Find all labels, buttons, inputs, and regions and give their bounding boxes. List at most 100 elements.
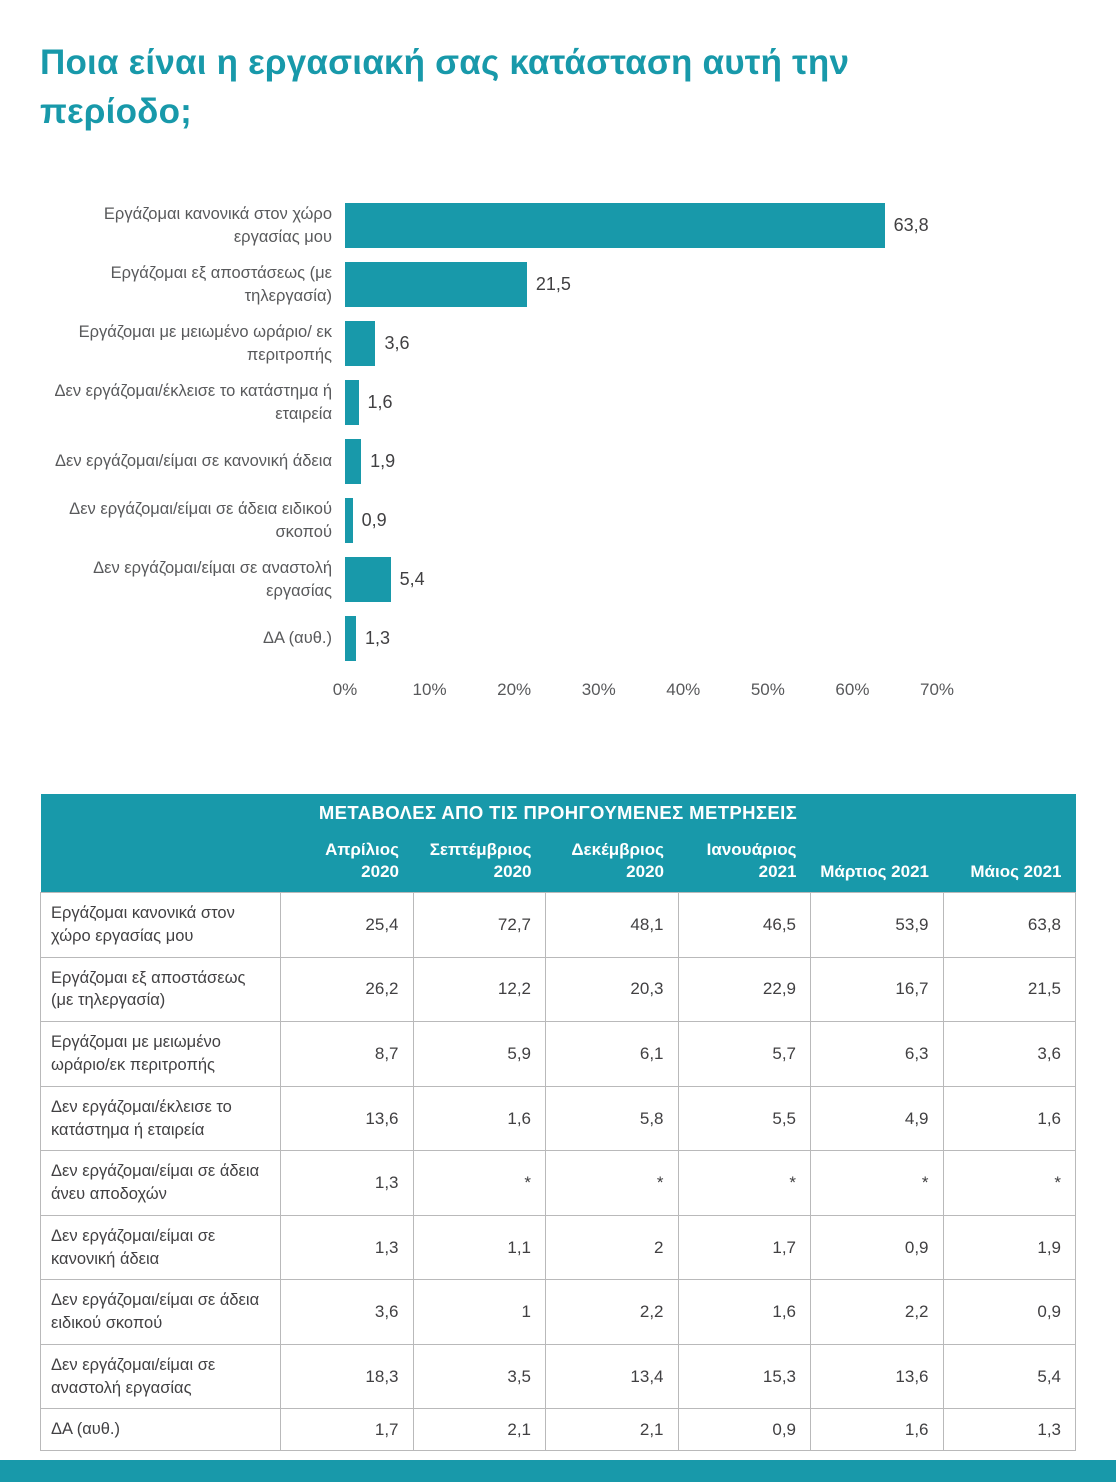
page-title: Ποια είναι η εργασιακή σας κατάσταση αυτ… (40, 43, 850, 131)
table-cell: 6,3 (810, 1021, 944, 1087)
table-corner-cell (40, 833, 281, 893)
table-cell: 6,1 (545, 1021, 679, 1087)
chart-value-label: 1,9 (370, 451, 396, 471)
table-cell: 16,7 (810, 956, 944, 1023)
table-cell: 1,3 (942, 1408, 1076, 1452)
table-row: Δεν εργάζομαι/είμαι σε άδεια άνευ αποδοχ… (40, 1150, 1076, 1216)
table-row-label: Εργάζομαι κανονικά στον χώρο εργασίας μο… (40, 892, 281, 958)
chart-bar (345, 498, 353, 543)
chart-value-label: 63,8 (893, 215, 929, 235)
table-cell: 13,6 (810, 1343, 944, 1410)
table-cell: 1,9 (942, 1214, 1076, 1281)
chart-category-label: Εργάζομαι με μειωμένο ωράριο/ εκ περιτρο… (78, 323, 332, 364)
x-axis-tick: 30% (581, 680, 616, 699)
table-row-label: Δεν εργάζομαι/είμαι σε κανονική άδεια (40, 1214, 281, 1281)
chart-row: Δεν εργάζομαι/έκλεισε το κατάστημα ή ετα… (40, 373, 1076, 432)
table-cell: 2 (545, 1214, 679, 1281)
chart-row: Εργάζομαι κανονικά στον χώρο εργασίας μο… (40, 196, 1076, 255)
table-cell: 15,3 (677, 1343, 811, 1410)
chart-row: Δεν εργάζομαι/είμαι σε άδεια ειδικού σκο… (40, 491, 1076, 550)
chart-bar-track: 0,9 (345, 498, 937, 543)
chart-row: Δεν εργάζομαι/είμαι σε αναστολή εργασίας… (40, 550, 1076, 609)
chart-value-label: 0,9 (361, 510, 387, 530)
chart-value-label: 5,4 (399, 569, 425, 589)
table-cell: 1,7 (280, 1408, 414, 1452)
table-cell: 5,5 (677, 1085, 811, 1152)
chart-bar (345, 380, 359, 425)
table-row: Δεν εργάζομαι/έκλεισε το κατάστημα ή ετα… (40, 1085, 1076, 1152)
chart-value-label: 1,6 (367, 392, 393, 412)
x-axis-tick: 0% (332, 680, 358, 699)
x-axis: 0% 10% 20% 30% 40% 50% 60% 70% (333, 680, 954, 708)
chart-bar (345, 616, 356, 661)
table-cell: 25,4 (280, 892, 414, 958)
table-cell: 1,7 (677, 1214, 811, 1281)
table-cell: 53,9 (810, 892, 944, 958)
table-cell: 63,8 (942, 892, 1076, 958)
table-row-label: ΔΑ (αυθ.) (40, 1408, 281, 1452)
table-cell: 1,6 (412, 1085, 546, 1152)
table-cell: 3,6 (942, 1021, 1076, 1087)
table-cell: * (942, 1150, 1076, 1216)
chart-bar-track: 63,8 (345, 203, 937, 248)
table-column-header: Ιανουάριος 2021 (678, 833, 811, 893)
chart-bar-track: 1,3 (345, 616, 937, 661)
x-axis-tick: 20% (497, 680, 532, 699)
table-row-label: Δεν εργάζομαι/είμαι σε άδεια άνευ αποδοχ… (40, 1150, 281, 1216)
table-cell: 4,9 (810, 1085, 944, 1152)
chart-category-label: Δεν εργάζομαι/είμαι σε άδεια ειδικού σκο… (69, 500, 332, 541)
table-cell: 26,2 (280, 956, 414, 1023)
table-cell: 5,8 (545, 1085, 679, 1152)
table-cell: 22,9 (677, 956, 811, 1023)
table-column-header: Απρίλιος 2020 (280, 833, 413, 893)
x-axis-tick: 60% (835, 680, 870, 699)
table-column-header: Δεκέμβριος 2020 (545, 833, 678, 893)
table-cell: 0,9 (810, 1214, 944, 1281)
table-cell: 46,5 (677, 892, 811, 958)
x-axis-tick: 40% (666, 680, 701, 699)
table-cell: 1,3 (280, 1150, 414, 1216)
chart-value-label: 3,6 (384, 333, 410, 353)
table-cell: * (810, 1150, 944, 1216)
chart-row: Δεν εργάζομαι/είμαι σε κανονική άδεια 1,9 (40, 432, 1076, 491)
chart-bar (345, 203, 885, 248)
table-cell: 3,6 (280, 1279, 414, 1345)
table-row-label: Δεν εργάζομαι/είμαι σε άδεια ειδικού σκο… (40, 1279, 281, 1345)
table-cell: 0,9 (677, 1408, 811, 1452)
table-cell: 2,2 (810, 1279, 944, 1345)
table-cell: 2,2 (545, 1279, 679, 1345)
table-cell: 5,9 (412, 1021, 546, 1087)
table-column-header: Σεπτέμβριος 2020 (413, 833, 546, 893)
table-cell: 13,6 (280, 1085, 414, 1152)
table-cell: 8,7 (280, 1021, 414, 1087)
table-row: Εργάζομαι εξ αποστάσεως (με τηλεργασία) 2… (40, 956, 1076, 1023)
chart-row: Εργάζομαι με μειωμένο ωράριο/ εκ περιτρο… (40, 314, 1076, 373)
chart-category-label: Δεν εργάζομαι/είμαι σε αναστολή εργασίας (93, 559, 332, 600)
table-cell: 5,4 (942, 1343, 1076, 1410)
table-cell: 18,3 (280, 1343, 414, 1410)
table-cell: 72,7 (412, 892, 546, 958)
footer-accent-bar (0, 1460, 1116, 1482)
table-cell: 3,5 (412, 1343, 546, 1410)
chart-value-label: 1,3 (364, 628, 391, 648)
chart-bar (345, 439, 362, 484)
table-cell: 5,7 (677, 1021, 811, 1087)
chart-bar-track: 5,4 (345, 557, 937, 602)
table-cell: * (412, 1150, 546, 1216)
table-title-row: ΜΕΤΑΒΟΛΕΣ ΑΠΟ ΤΙΣ ΠΡΟΗΓΟΥΜΕΝΕΣ ΜΕΤΡΗΣΕΙΣ (40, 794, 1076, 833)
x-axis-tick: 50% (750, 680, 785, 699)
chart-bar-track: 1,6 (345, 380, 937, 425)
table-cell: 13,4 (545, 1343, 679, 1410)
table-row-label: Δεν εργάζομαι/έκλεισε το κατάστημα ή ετα… (40, 1085, 281, 1152)
chart-value-label: 21,5 (535, 274, 571, 294)
chart-bar-track: 3,6 (345, 321, 937, 366)
table-title: ΜΕΤΑΒΟΛΕΣ ΑΠΟ ΤΙΣ ΠΡΟΗΓΟΥΜΕΝΕΣ ΜΕΤΡΗΣΕΙΣ (40, 794, 1076, 833)
table-row: Δεν εργάζομαι/είμαι σε αναστολή εργασίας… (40, 1343, 1076, 1410)
table-row: Εργάζομαι με μειωμένο ωράριο/εκ περιτροπ… (40, 1021, 1076, 1087)
table-column-header: Μάιος 2021 (943, 833, 1076, 893)
chart-category-label: Δεν εργάζομαι/έκλεισε το κατάστημα ή ετα… (54, 382, 332, 423)
chart-category-label: Δεν εργάζομαι/είμαι σε κανονική άδεια (54, 452, 332, 471)
chart-category-label: ΔΑ (αυθ.) (262, 629, 332, 648)
table-cell: 21,5 (942, 956, 1076, 1023)
